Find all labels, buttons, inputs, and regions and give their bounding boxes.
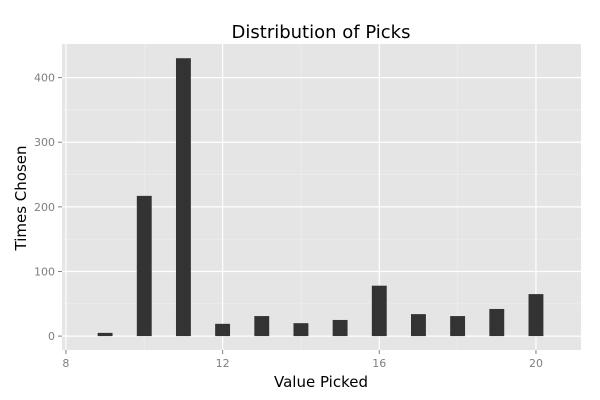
- y-tick-label: 400: [34, 72, 55, 85]
- bar: [371, 285, 387, 337]
- bar: [293, 323, 309, 337]
- x-tick-label: 8: [62, 357, 69, 370]
- bar: [97, 332, 113, 337]
- x-tick-label: 12: [216, 357, 230, 370]
- bar: [450, 316, 466, 337]
- bar: [528, 294, 544, 337]
- x-tick-label: 20: [529, 357, 543, 370]
- y-axis-title: Times Chosen: [12, 146, 30, 252]
- bar: [136, 195, 152, 337]
- bar: [175, 58, 191, 337]
- chart-title: Distribution of Picks: [232, 22, 411, 43]
- bar: [332, 319, 348, 337]
- x-tick-label: 16: [372, 357, 386, 370]
- y-tick-label: 200: [34, 201, 55, 214]
- bar: [489, 308, 505, 337]
- bars: [97, 58, 544, 337]
- x-axis-title: Value Picked: [274, 373, 368, 391]
- bar: [215, 323, 231, 337]
- y-tick-label: 0: [48, 330, 55, 343]
- bar: [411, 314, 426, 337]
- y-tick-label: 300: [34, 136, 55, 149]
- y-tick-label: 100: [34, 265, 55, 278]
- bar: [254, 316, 270, 337]
